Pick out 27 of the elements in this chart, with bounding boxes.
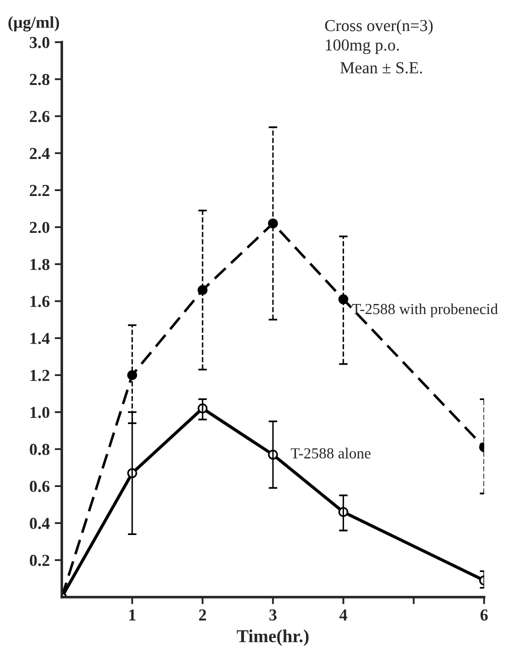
y-tick-label: 0.2 <box>30 554 50 566</box>
y-axis-title: (μg/ml) <box>8 16 60 32</box>
y-tick-label: 1.2 <box>30 370 50 382</box>
y-tick-label: 1.8 <box>30 258 50 270</box>
y-tick-label: 3.0 <box>30 36 50 48</box>
series-label: T-2588 with probenecid <box>352 303 498 318</box>
series-label: T-2588 alone <box>290 448 370 458</box>
annotation: 100mg p.o. <box>326 39 399 54</box>
x-tick-label: 1 <box>129 609 136 620</box>
y-tick-label: 1.0 <box>30 406 50 418</box>
y-tick-label: 0.4 <box>30 518 50 530</box>
x-tick-label: 2 <box>199 609 206 620</box>
y-tick-label: 2.8 <box>30 74 50 86</box>
annotation: Mean ± S.E. <box>340 62 422 74</box>
x-tick-label: 6 <box>480 609 488 621</box>
y-tick-label: 1.4 <box>30 332 50 344</box>
text: Cross over(n=3) <box>325 19 433 35</box>
y-tick-label: 2.4 <box>30 148 50 160</box>
y-tick-label: 2.2 <box>30 184 50 196</box>
x-tick-label: 4 <box>339 609 348 620</box>
y-tick-label: 2.0 <box>30 222 50 234</box>
x-tick-label: 3 <box>269 609 277 621</box>
y-tick-label: 2.6 <box>30 110 50 122</box>
y-tick-label: 0.8 <box>30 444 50 456</box>
y-tick-label: 0.6 <box>30 480 50 492</box>
x-axis-title: Time(hr.) <box>236 630 309 646</box>
y-tick-label: 1.6 <box>30 296 50 308</box>
